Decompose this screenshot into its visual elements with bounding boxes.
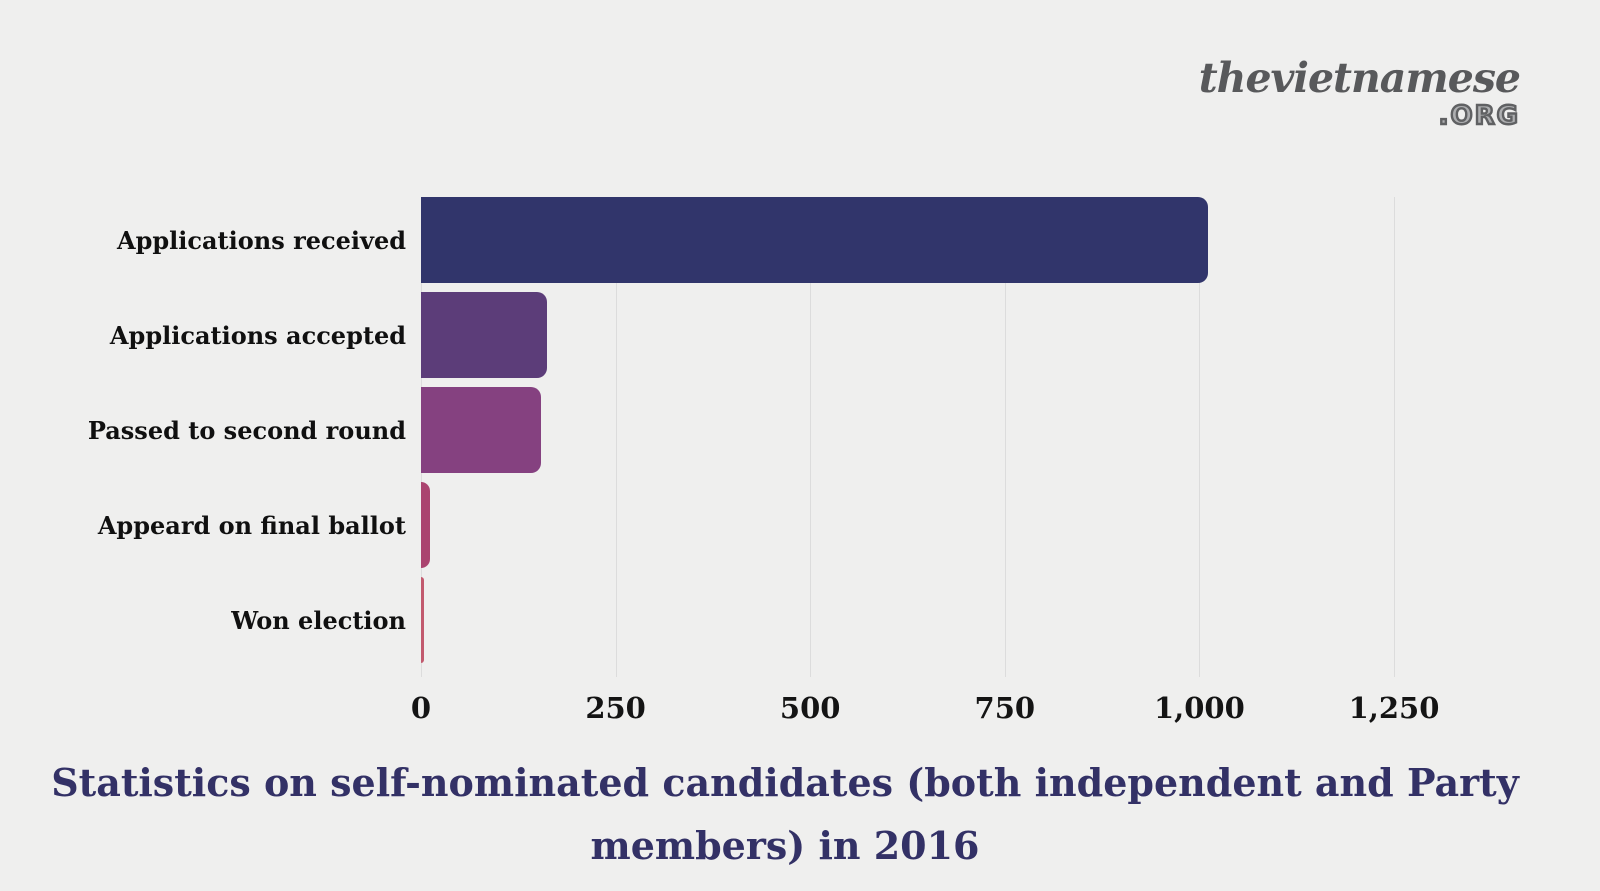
bar-applications-received[interactable] <box>421 197 1208 283</box>
x-tick-label: 250 <box>585 691 646 725</box>
gridline <box>1394 197 1395 677</box>
x-tick-label: 1,000 <box>1153 691 1245 725</box>
chart-title: Statistics on self-nominated candidates … <box>0 751 1570 877</box>
category-label: Applications received <box>116 225 406 255</box>
y-axis-category-labels: Applications received Applications accep… <box>0 197 406 672</box>
bar-appeared-final-ballot[interactable] <box>421 482 430 568</box>
x-tick-label: 500 <box>779 691 841 725</box>
category-label: Appeard on final ballot <box>97 510 406 540</box>
bar-won-election[interactable] <box>421 577 424 663</box>
chart-title-line2: members) in 2016 <box>590 823 980 868</box>
site-logo[interactable]: thevietnamese .ORG <box>1198 54 1521 131</box>
logo-script-text: thevietnamese <box>1198 54 1521 102</box>
x-tick-label: 0 <box>410 691 432 725</box>
bar-series <box>421 197 1394 663</box>
bar-applications-accepted[interactable] <box>421 292 548 378</box>
gridline <box>810 197 812 677</box>
x-tick-label: 1,250 <box>1348 691 1440 725</box>
bar-passed-second-round[interactable] <box>421 387 541 473</box>
category-label: Passed to second round <box>87 415 406 445</box>
x-tick-label: 750 <box>974 691 1036 725</box>
gridline <box>1199 197 1201 677</box>
plot-area <box>421 197 1395 677</box>
category-label: Won election <box>231 605 406 635</box>
x-axis: 0 250 500 750 1,000 1,250 <box>411 687 1440 729</box>
category-label: Applications accepted <box>109 320 406 350</box>
logo-tld-text: .ORG <box>1437 101 1520 131</box>
gridline <box>1004 197 1006 677</box>
chart-title-line1: Statistics on self-nominated candidates … <box>51 760 1519 805</box>
gridline <box>615 197 617 677</box>
